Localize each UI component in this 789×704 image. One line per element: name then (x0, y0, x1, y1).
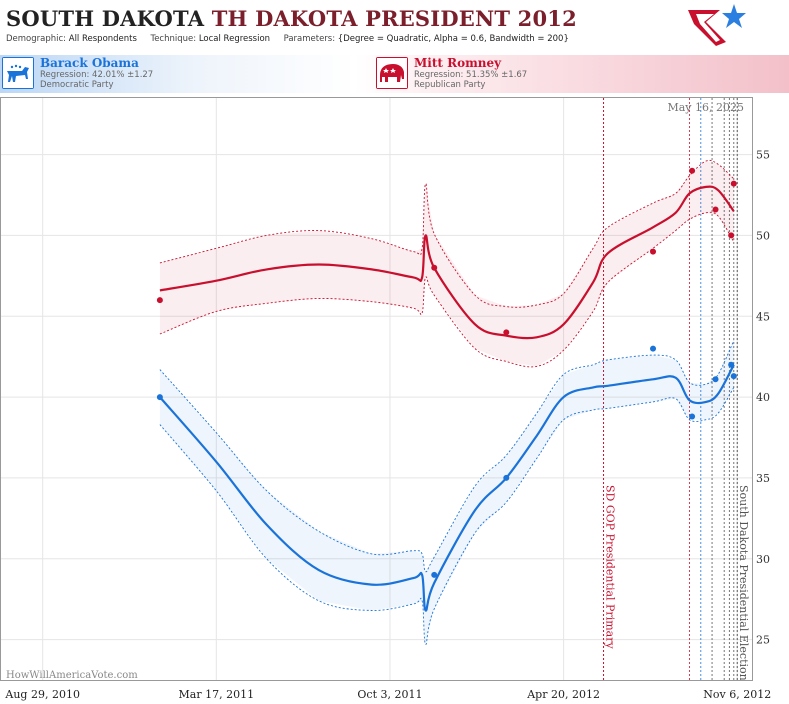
band-upper-barack-obama (159, 340, 735, 573)
y-tick-label: 40 (756, 391, 770, 404)
page-title: SOUTH DAKOTA TH DAKOTA PRESIDENT 2012 (6, 6, 577, 31)
y-tick-label: 55 (756, 149, 770, 162)
band-fill-barack-obama (159, 340, 734, 645)
poll-point-barack-obama (689, 413, 696, 420)
poll-point-barack-obama (503, 474, 510, 481)
annotation-label: SD GOP Presidential Primary (604, 485, 617, 649)
confidence-bands (159, 159, 735, 645)
poll-point-barack-obama (431, 571, 438, 578)
poll-point-mitt-romney (650, 248, 657, 255)
plot-frame (0, 97, 753, 681)
x-tick-label: Oct 3, 2011 (357, 688, 422, 701)
candidate-name: Mitt Romney (414, 56, 502, 70)
x-tick-label: Aug 29, 2010 (4, 688, 80, 701)
axis-labels: 25 30 35 40 45 50 55 Aug 29, 2010 Mar 17, 2011 Oc… (4, 101, 771, 701)
y-tick-label: 25 (756, 634, 770, 647)
watermark: HowWillAmericaVote.com (6, 670, 138, 681)
y-tick-label: 30 (756, 553, 770, 566)
band-upper-mitt-romney (159, 159, 735, 308)
candidate-regression: Regression: 51.35% ±1.67 (414, 70, 528, 80)
poll-point-mitt-romney (689, 167, 696, 174)
band-lower-mitt-romney (159, 211, 735, 368)
poll-point-mitt-romney (728, 232, 735, 239)
poll-point-mitt-romney (712, 206, 719, 213)
poll-point-mitt-romney (730, 180, 737, 187)
regression-lines (159, 185, 735, 612)
demographic-label: Demographic: (6, 34, 67, 44)
poll-point-mitt-romney (503, 329, 510, 336)
poll-point-barack-obama (712, 376, 719, 383)
x-tick-label: Apr 20, 2012 (526, 688, 600, 701)
poll-point-barack-obama (156, 394, 163, 401)
race-name: TH DAKOTA PRESIDENT 2012 (211, 6, 577, 31)
band-fill-mitt-romney (159, 161, 734, 367)
grid-layer (1, 98, 752, 680)
y-tick-label: 35 (756, 472, 770, 485)
poll-points (156, 167, 737, 578)
event-lines (603, 98, 738, 680)
poll-point-barack-obama (730, 373, 737, 380)
annotation-label: South Dakota Presidential Election (737, 485, 750, 681)
technique-label: Technique: (150, 34, 197, 44)
parameters-line: Demographic: All Respondents Technique: … (6, 34, 569, 44)
candidate-party: Democratic Party (40, 80, 114, 90)
technique-value: Local Regression (198, 34, 271, 44)
republican-elephant-icon (376, 57, 408, 89)
band-lower-barack-obama (159, 387, 735, 645)
candidate-name: Barack Obama (40, 56, 139, 70)
poll-point-barack-obama (650, 345, 657, 352)
candidate-regression: Regression: 42.01% ±1.27 (40, 70, 154, 80)
candidate-party: Republican Party (414, 80, 486, 90)
regression-line-mitt-romney (159, 185, 735, 340)
regression-line-barack-obama (159, 364, 735, 612)
header: SOUTH DAKOTA TH DAKOTA PRESIDENT 2012 De… (0, 0, 789, 50)
poll-point-mitt-romney (156, 297, 163, 304)
candidate-bar: Barack Obama Regression: 42.01% ±1.27 De… (0, 55, 789, 93)
poll-point-mitt-romney (431, 264, 438, 271)
parameters-label: Parameters: (283, 34, 336, 44)
x-tick-label: Mar 17, 2011 (179, 688, 255, 701)
site-logo-icon[interactable] (686, 2, 748, 48)
demographic-value: All Respondents (68, 34, 137, 44)
democrat-donkey-icon (2, 57, 34, 89)
y-tick-label: 50 (756, 229, 770, 242)
x-tick-label: Nov 6, 2012 (703, 688, 771, 701)
y-tick-label: 45 (756, 310, 770, 323)
chart-date-label: May 16, 2025 (667, 101, 744, 114)
poll-point-barack-obama (728, 361, 735, 368)
parameters-value: {Degree = Quadratic, Alpha = 0.6, Bandwi… (337, 34, 569, 44)
state-name: SOUTH DAKOTA (6, 6, 205, 31)
